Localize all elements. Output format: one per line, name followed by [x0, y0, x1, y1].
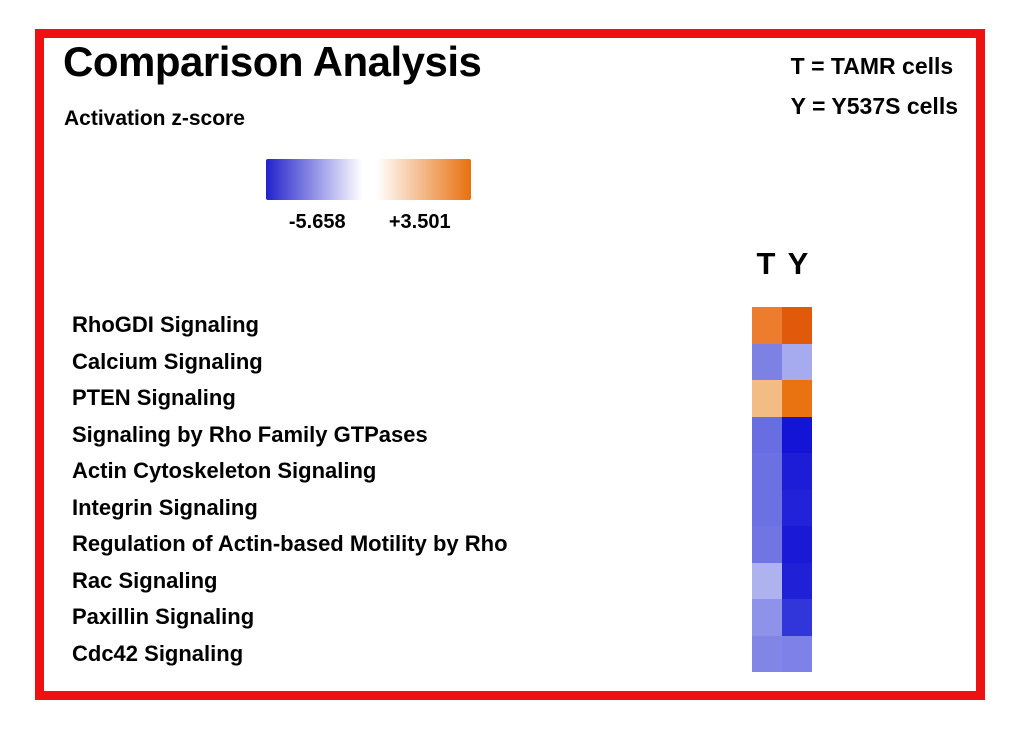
heatmap-cell-T — [752, 380, 782, 417]
scale-label: Activation z-score — [64, 107, 245, 130]
heatmap-cell-T — [752, 416, 782, 453]
heatmap-row — [752, 635, 812, 672]
legend-labels: -5.658 +3.501 — [266, 211, 471, 235]
pathway-label: Actin Cytoskeleton Signaling — [72, 458, 377, 484]
pathway-labels: RhoGDI Signaling Calcium Signaling PTEN Si… — [72, 307, 692, 672]
pathway-label: Signaling by Rho Family GTPases — [72, 421, 428, 447]
heatmap-row — [752, 453, 812, 490]
column-header-y: Y — [787, 246, 809, 281]
heatmap-cell-Y — [782, 343, 812, 380]
legend-min-label: -5.658 — [288, 211, 346, 233]
figure-border — [35, 29, 985, 700]
heatmap-cell-Y — [782, 635, 812, 672]
heatmap-cell-T — [752, 489, 782, 526]
heatmap-cell-Y — [782, 526, 812, 563]
heatmap-cell-T — [752, 307, 782, 344]
pathway-label: RhoGDI Signaling — [72, 312, 259, 338]
heatmap-column-headers: T Y — [750, 246, 814, 282]
pathway-label: Integrin Signaling — [72, 494, 258, 520]
pathway-label: Paxillin Signaling — [72, 604, 255, 630]
heatmap-cell-T — [752, 562, 782, 599]
pathway-label: Calcium Signaling — [72, 348, 263, 374]
pathway-label: PTEN Signaling — [72, 385, 236, 411]
color-scale-legend: -5.658 +3.501 — [266, 159, 471, 235]
heatmap-row — [752, 416, 812, 453]
heatmap-row — [752, 380, 812, 417]
heatmap-cell-T — [752, 599, 782, 636]
heatmap-row — [752, 562, 812, 599]
key-line-tamr: T = TAMR cells — [790, 53, 954, 79]
heatmap-cell-T — [752, 343, 782, 380]
heatmap-row — [752, 307, 812, 344]
heatmap-row — [752, 343, 812, 380]
heatmap-cell-T — [752, 453, 782, 490]
heatmap-row — [752, 526, 812, 563]
heatmap-cell-Y — [782, 599, 812, 636]
heatmap-row — [752, 599, 812, 636]
heatmap — [752, 307, 812, 672]
heatmap-cell-Y — [782, 416, 812, 453]
figure-title: Comparison Analysis — [63, 38, 482, 85]
heatmap-row — [752, 489, 812, 526]
pathway-label: Regulation of Actin-based Motility by Rh… — [72, 531, 508, 557]
pathway-label: Cdc42 Signaling — [72, 640, 244, 666]
column-header-t: T — [756, 246, 776, 281]
column-key: T = TAMR cells Y = Y537S cells — [791, 46, 958, 126]
pathway-label: Rac Signaling — [72, 567, 218, 593]
legend-gradient-bar — [266, 159, 471, 200]
heatmap-cell-Y — [782, 489, 812, 526]
heatmap-cell-Y — [782, 380, 812, 417]
key-line-y537s: Y = Y537S cells — [790, 93, 958, 119]
legend-max-label: +3.501 — [388, 211, 451, 233]
heatmap-cell-Y — [782, 562, 812, 599]
heatmap-cell-Y — [782, 453, 812, 490]
heatmap-cell-T — [752, 526, 782, 563]
heatmap-cell-Y — [782, 307, 812, 344]
heatmap-cell-T — [752, 635, 782, 672]
